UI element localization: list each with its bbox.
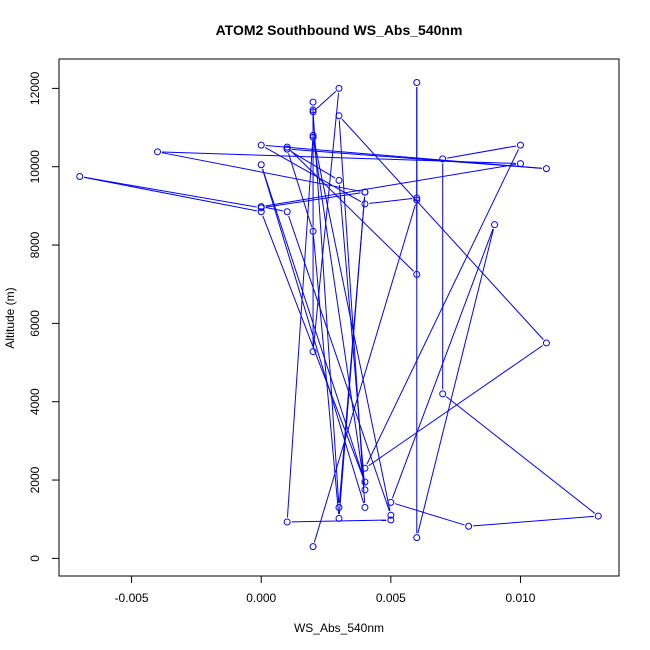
series-segment bbox=[312, 235, 340, 514]
series-segment bbox=[84, 176, 257, 212]
data-point bbox=[465, 522, 473, 530]
data-point bbox=[516, 160, 524, 168]
series-segment bbox=[316, 91, 337, 110]
data-point bbox=[257, 161, 265, 169]
x-tick-label: -0.005 bbox=[115, 591, 149, 605]
data-point bbox=[439, 155, 447, 163]
data-point bbox=[309, 131, 317, 139]
series-segment bbox=[84, 176, 257, 208]
series-segment bbox=[288, 215, 390, 512]
x-tick-label: 0.005 bbox=[376, 591, 406, 605]
chart-title: ATOM2 Southbound WS_Abs_540nm bbox=[216, 22, 463, 38]
data-point bbox=[76, 173, 84, 180]
x-axis-label: WS_Abs_540nm bbox=[294, 621, 384, 635]
series-segment bbox=[368, 345, 543, 467]
data-point bbox=[413, 196, 421, 204]
y-tick-label: 12000 bbox=[28, 71, 42, 105]
series-segment bbox=[338, 196, 366, 514]
series-segment bbox=[291, 148, 542, 169]
data-point bbox=[361, 478, 369, 486]
series-segment bbox=[262, 215, 364, 478]
data-point bbox=[154, 148, 162, 156]
data-point bbox=[387, 511, 395, 519]
series-segment bbox=[288, 153, 313, 228]
data-point bbox=[361, 503, 369, 511]
data-point bbox=[309, 227, 317, 235]
data-point bbox=[309, 108, 317, 116]
data-point bbox=[594, 512, 602, 520]
series-segment bbox=[313, 139, 391, 511]
data-point bbox=[309, 543, 317, 551]
series-segment bbox=[262, 168, 365, 504]
data-point bbox=[283, 143, 291, 151]
data-point bbox=[309, 98, 317, 106]
data-point bbox=[413, 79, 421, 86]
data-point bbox=[335, 503, 343, 511]
data-point bbox=[542, 165, 550, 173]
data-point bbox=[335, 112, 343, 120]
series-segment bbox=[395, 503, 465, 526]
series-segment bbox=[290, 149, 414, 272]
data-point bbox=[439, 390, 447, 398]
series-segment bbox=[417, 228, 494, 534]
series-segment bbox=[312, 116, 340, 504]
plot-layer bbox=[76, 79, 602, 551]
data-point bbox=[309, 133, 317, 141]
plot-frame bbox=[58, 58, 620, 577]
x-axis: -0.005 0.000 0.005 0.010 bbox=[115, 575, 536, 605]
data-point bbox=[309, 348, 317, 356]
series-segment bbox=[161, 151, 517, 164]
data-point bbox=[387, 516, 395, 524]
series-segment bbox=[161, 152, 361, 192]
data-point bbox=[387, 498, 395, 506]
y-axis-label: Altitude (m) bbox=[3, 287, 17, 348]
series-segment bbox=[447, 145, 517, 159]
series-segment bbox=[338, 120, 366, 504]
series-segment bbox=[391, 228, 494, 499]
series-segment bbox=[265, 163, 517, 207]
data-point bbox=[309, 106, 317, 114]
data-point bbox=[335, 84, 343, 92]
series-segment bbox=[286, 139, 314, 518]
x-tick-label: 0.000 bbox=[246, 591, 276, 605]
data-point bbox=[413, 194, 421, 202]
data-point bbox=[413, 270, 421, 278]
data-point bbox=[283, 208, 291, 216]
y-axis: 0 2000 4000 6000 8000 10000 12000 bbox=[28, 71, 60, 562]
data-point bbox=[542, 339, 550, 347]
series-segment bbox=[445, 396, 596, 514]
data-point bbox=[516, 141, 524, 149]
series-segment bbox=[313, 204, 416, 543]
data-point bbox=[257, 203, 265, 211]
y-tick-label: 6000 bbox=[28, 310, 42, 337]
y-tick-label: 10000 bbox=[28, 150, 42, 184]
data-point bbox=[361, 486, 369, 494]
data-point bbox=[335, 176, 343, 184]
series-segment bbox=[265, 207, 283, 212]
series-segment bbox=[473, 515, 594, 527]
series-segment bbox=[313, 92, 340, 348]
y-tick-label: 4000 bbox=[28, 388, 42, 415]
data-point bbox=[257, 208, 265, 216]
data-point bbox=[491, 221, 499, 229]
data-point bbox=[413, 534, 421, 542]
data-point bbox=[283, 518, 291, 526]
x-tick-label: 0.010 bbox=[505, 591, 535, 605]
y-tick-label: 8000 bbox=[28, 231, 42, 258]
data-point bbox=[361, 188, 369, 196]
data-point bbox=[361, 464, 369, 472]
data-point bbox=[283, 145, 291, 153]
y-tick-label: 0 bbox=[28, 555, 42, 562]
series-segment bbox=[369, 198, 413, 204]
y-tick-label: 2000 bbox=[28, 466, 42, 493]
data-point bbox=[335, 514, 343, 522]
data-point bbox=[257, 141, 265, 149]
data-point bbox=[361, 200, 369, 208]
